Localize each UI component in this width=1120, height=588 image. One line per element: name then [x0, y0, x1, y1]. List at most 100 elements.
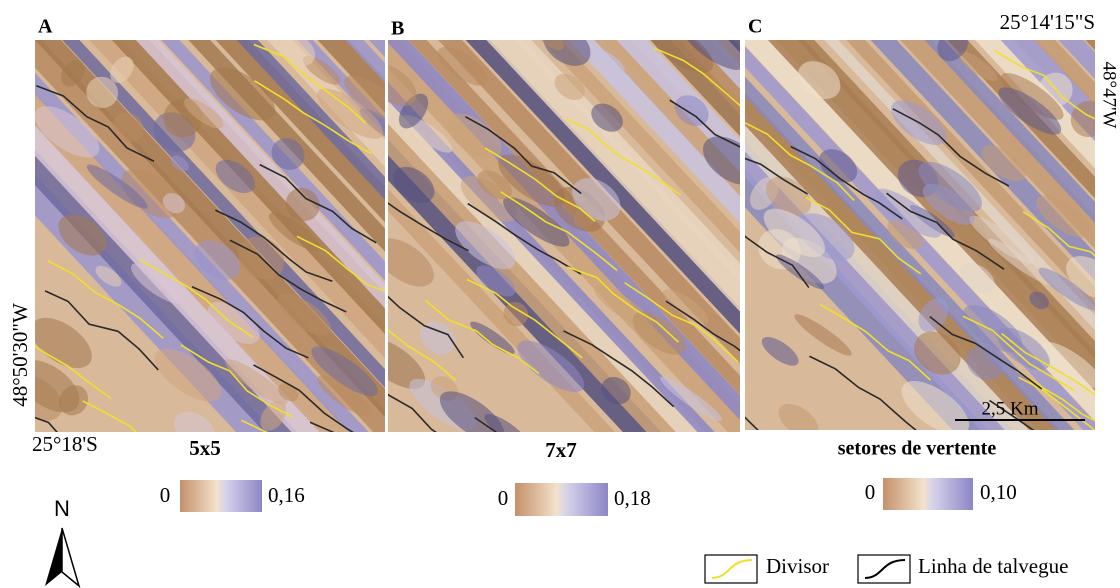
- terrain-patch: [601, 376, 631, 405]
- divide-line: [254, 80, 372, 155]
- divide-line: [296, 235, 385, 292]
- thalweg-line: [892, 108, 1010, 187]
- terrain-patch: [35, 359, 80, 413]
- thalweg-line: [665, 300, 740, 352]
- scale-min: 0: [498, 486, 509, 510]
- thalweg-line: [790, 145, 903, 220]
- terrain-patch: [503, 301, 529, 327]
- terrain-patch: [470, 321, 515, 355]
- thalweg-line: [745, 157, 809, 195]
- terrain-patch: [280, 40, 316, 66]
- divide-line: [82, 400, 137, 432]
- divide-line: [565, 118, 681, 196]
- legend-label: Linha de talvegue: [918, 554, 1068, 578]
- terrain-patch: [593, 48, 625, 73]
- terrain-patch: [591, 103, 623, 132]
- map-image: [745, 40, 1095, 430]
- terrain-band: [1085, 40, 1095, 51]
- terrain-patch: [819, 149, 858, 183]
- terrain-patch: [981, 145, 1026, 182]
- terrain-patch: [388, 337, 426, 389]
- divide-line: [805, 197, 922, 275]
- longitude-label: 48°50'30"W: [8, 303, 32, 407]
- terrain-band: [161, 40, 385, 281]
- terrain-patch: [277, 293, 332, 336]
- terrain-patch: [437, 46, 488, 86]
- thalweg-line: [467, 202, 582, 275]
- terrain-patch: [271, 138, 305, 170]
- terrain-patch: [170, 155, 189, 171]
- terrain-patch: [215, 159, 255, 194]
- terrain-patch: [674, 95, 709, 126]
- terrain-patch: [681, 40, 740, 70]
- divide-line: [466, 278, 583, 359]
- terrain-patch: [913, 331, 961, 375]
- latitude-label: 25°18'S: [32, 432, 98, 456]
- scale-max: 0,16: [268, 483, 305, 507]
- terrain-patch: [1036, 195, 1091, 238]
- terrain-band: [345, 40, 385, 83]
- terrain-patch: [649, 40, 714, 74]
- terrain-band: [947, 40, 1095, 199]
- terrain-band: [486, 40, 740, 312]
- divide-line: [745, 121, 855, 201]
- terrain-patch: [794, 314, 852, 356]
- scale-max: 0,18: [614, 486, 651, 510]
- panel-letter: A: [38, 16, 53, 38]
- terrain-patch: [988, 238, 1054, 286]
- divide-line: [819, 303, 932, 381]
- terrain-patch: [393, 166, 435, 203]
- thalweg-line: [44, 290, 159, 371]
- scale-bar-label: 2,5 Km: [982, 398, 1039, 419]
- divide-line: [240, 419, 269, 432]
- terrain-patch: [388, 238, 434, 287]
- legend-label: Divisor: [766, 554, 829, 578]
- terrain-patch: [317, 88, 383, 139]
- map-panels: [35, 40, 1095, 432]
- terrain-patch: [446, 113, 502, 159]
- divide-line: [1018, 376, 1095, 430]
- thalweg-line: [929, 315, 1043, 390]
- terrain-patch: [162, 193, 185, 214]
- terrain-patch: [477, 170, 513, 200]
- terrain-patch: [763, 208, 826, 258]
- thalweg-line: [465, 115, 582, 195]
- terrain-patch: [260, 400, 287, 431]
- terrain-band: [594, 40, 740, 197]
- terrain-band: [650, 40, 740, 137]
- latitude-label: 25°14'15"S: [1000, 10, 1095, 34]
- divide-line: [962, 315, 1075, 392]
- terrain-patch: [95, 265, 122, 287]
- divide-line: [35, 344, 112, 399]
- terrain-patch: [517, 340, 585, 393]
- terrain-patch: [86, 164, 148, 209]
- terrain-patch: [659, 376, 722, 422]
- color-bar: [883, 478, 973, 510]
- thalweg-line: [745, 235, 810, 289]
- terrain-band: [767, 40, 1095, 391]
- color-bar: [515, 483, 608, 516]
- map-image: [35, 40, 385, 432]
- terrain-band: [1058, 40, 1095, 80]
- terrain-patch: [798, 61, 841, 100]
- terrain-patch: [154, 348, 222, 402]
- terrain-band: [135, 40, 385, 309]
- thalweg-line: [989, 399, 1035, 430]
- terrain-patch: [131, 263, 185, 304]
- divide-line: [47, 259, 164, 339]
- longitude-label: 48°47'W: [1099, 62, 1120, 129]
- scale-min: 0: [865, 480, 876, 504]
- terrain-band: [1000, 40, 1095, 142]
- thalweg-line: [253, 364, 354, 432]
- terrain-patch: [1029, 291, 1049, 310]
- terrain-band: [368, 40, 385, 58]
- terrain-patch: [58, 214, 107, 256]
- terrain-patch: [285, 187, 320, 222]
- terrain-band: [541, 40, 740, 253]
- color-bar: [180, 480, 262, 512]
- divide-line: [1022, 211, 1095, 257]
- terrain-patch: [209, 67, 276, 121]
- terrain-patch: [110, 56, 134, 84]
- divide-line: [624, 282, 739, 363]
- terrain-patch: [998, 87, 1062, 135]
